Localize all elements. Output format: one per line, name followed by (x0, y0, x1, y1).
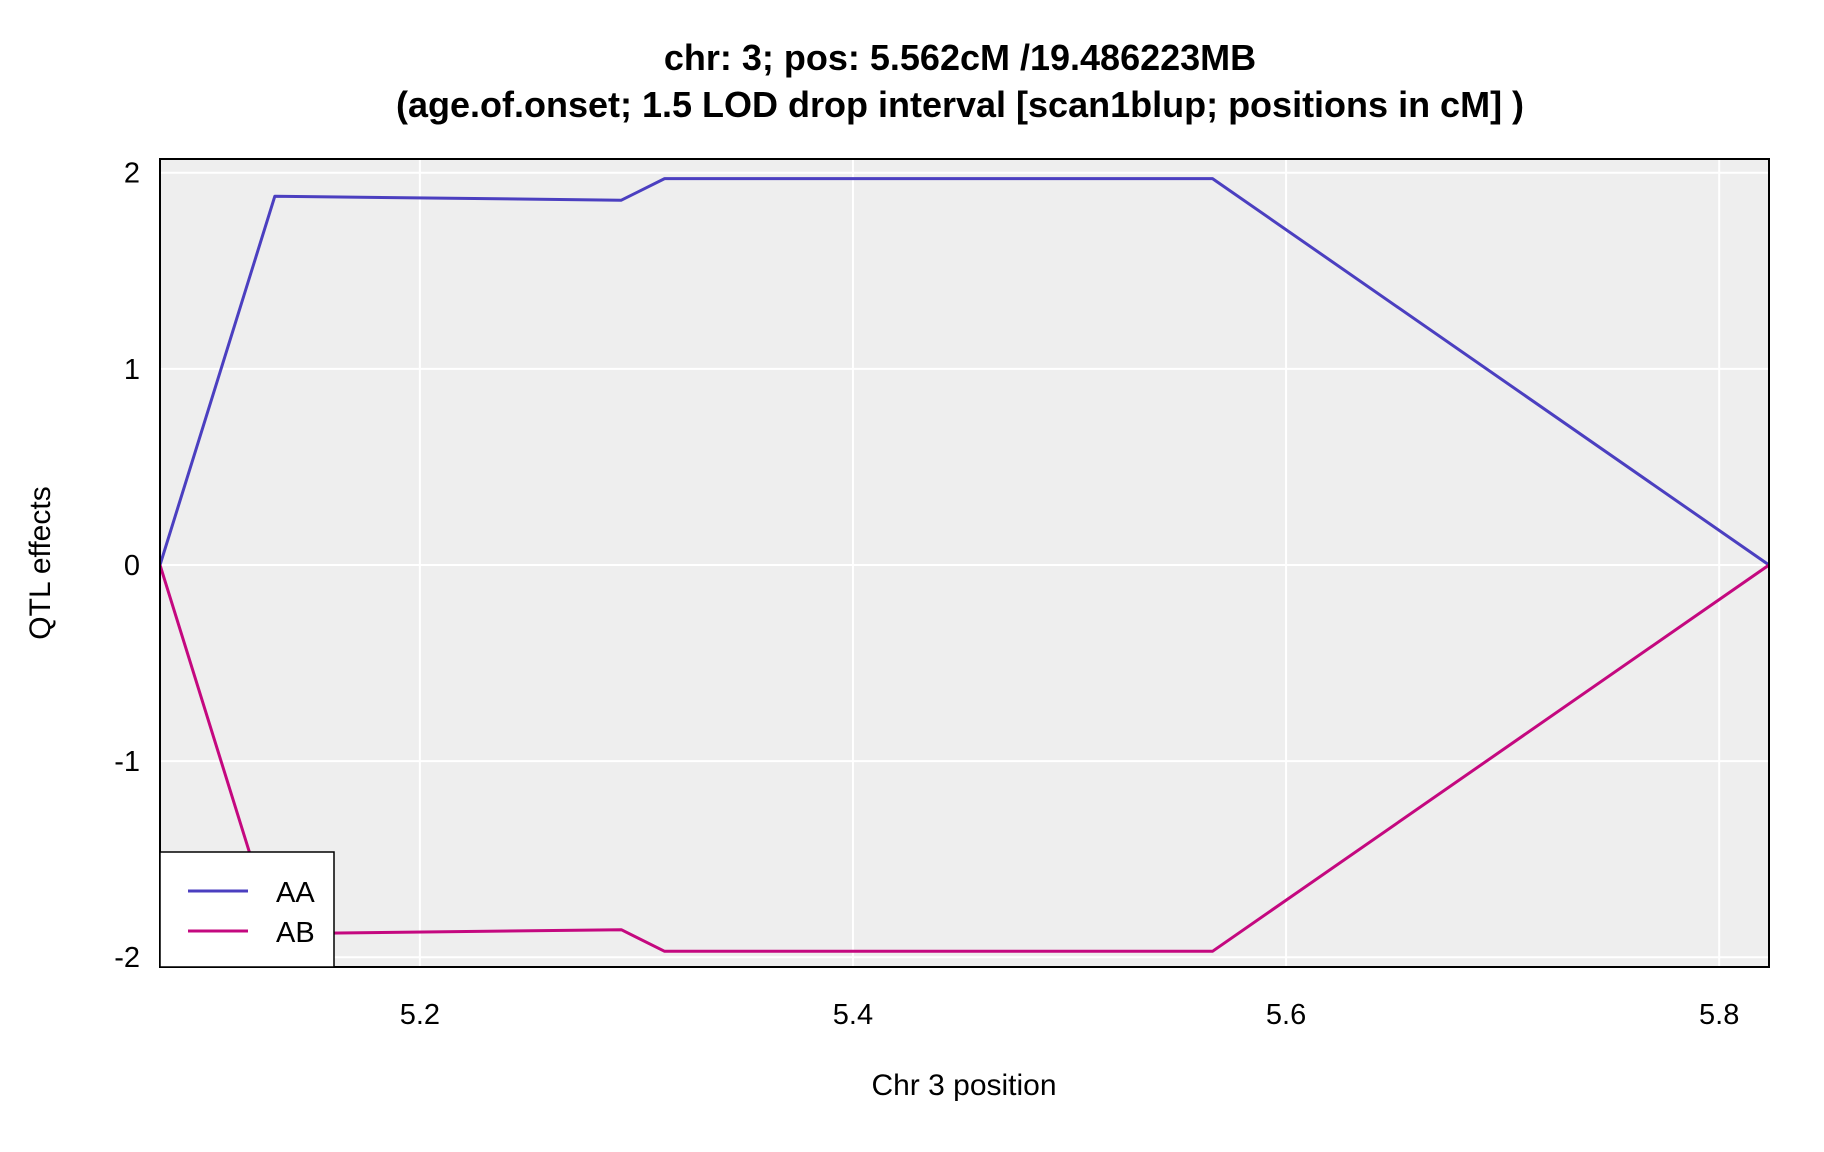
x-tick-label: 5.6 (1266, 999, 1306, 1031)
y-tick-label: -2 (114, 942, 140, 974)
grid-lines (160, 159, 1769, 967)
legend-box (159, 851, 335, 968)
x-axis-ticks: 5.2 5.4 5.6 5.8 (400, 999, 1740, 1031)
y-axis-label: QTL effects (24, 486, 57, 639)
chart-title: chr: 3; pos: 5.562cM /19.486223MB (664, 37, 1256, 78)
y-axis-ticks: -2 -1 0 1 2 (114, 158, 140, 974)
x-axis-label: Chr 3 position (871, 1069, 1056, 1102)
x-tick-label: 5.2 (400, 999, 440, 1031)
y-tick-label: 0 (124, 550, 140, 582)
x-tick-label: 5.8 (1699, 999, 1739, 1031)
x-tick-label: 5.4 (833, 999, 873, 1031)
plot-border (159, 158, 1770, 968)
y-tick-label: 2 (124, 158, 140, 190)
legend-label-aa: AA (276, 877, 315, 909)
y-tick-label: -1 (114, 746, 140, 778)
legend-label-ab: AB (276, 917, 315, 949)
plot-background (160, 159, 1769, 967)
series-line-aa (160, 177, 1769, 567)
chart-subtitle: (age.of.onset; 1.5 LOD drop interval [sc… (396, 84, 1524, 125)
y-tick-label: 1 (124, 354, 140, 386)
legend: AA AB (159, 851, 335, 968)
